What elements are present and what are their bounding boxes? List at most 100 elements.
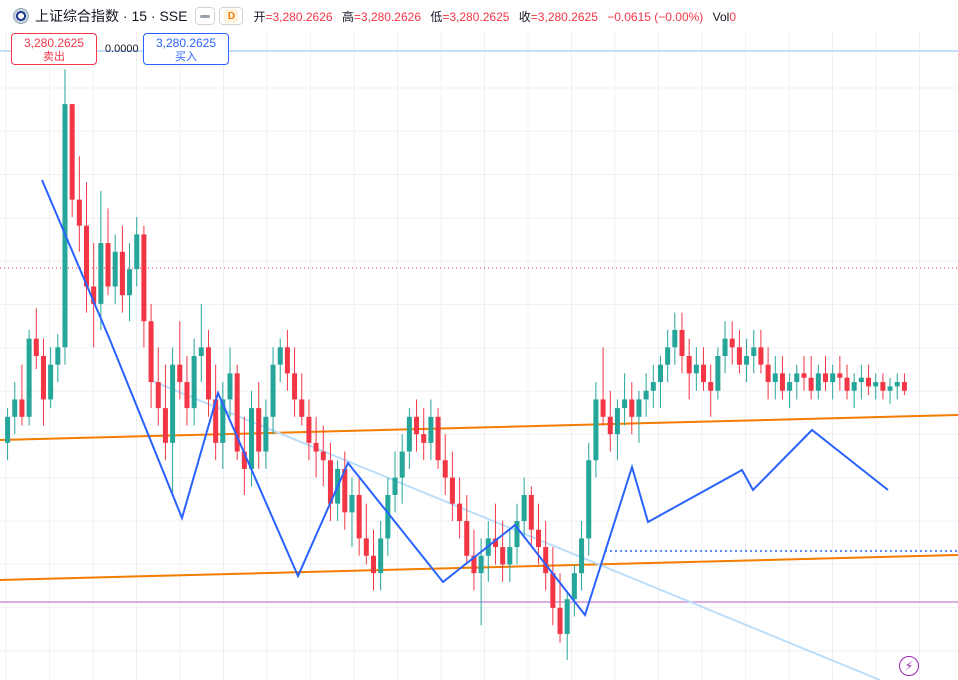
candle-body: [858, 377, 864, 383]
candle-body: [270, 364, 276, 417]
candle-body: [241, 451, 247, 469]
candle-body: [787, 382, 793, 391]
candle-body: [406, 416, 412, 452]
candle-body: [220, 399, 226, 443]
candle-body: [370, 555, 377, 574]
chart-header: 上证综合指数 · 15 · SSE D 开 =3,280.2626 高 =3,280…: [0, 0, 958, 32]
candle-body: [600, 399, 606, 417]
candle-body: [571, 573, 577, 600]
hide-toggle[interactable]: [195, 7, 216, 25]
candle-body: [535, 529, 542, 548]
candle-body: [148, 321, 154, 383]
candle-body: [55, 347, 61, 365]
candle-body: [256, 408, 262, 452]
candle-body: [901, 382, 907, 391]
candle-body: [586, 460, 592, 539]
lightning-icon[interactable]: ⚡: [899, 656, 919, 676]
candle-body: [442, 460, 448, 478]
buy-label: 买入: [175, 51, 197, 63]
candle-body: [292, 373, 298, 400]
candle-body: [392, 477, 398, 495]
candle-body: [105, 243, 111, 287]
candle-body: [550, 573, 556, 608]
candle-body: [98, 243, 104, 304]
candle-body: [822, 373, 829, 383]
candle-body: [40, 356, 46, 400]
volume-label: Vol: [712, 9, 730, 24]
candle-body: [170, 364, 176, 443]
candle-body: [701, 364, 707, 383]
candle-body: [815, 373, 821, 391]
candle-body: [284, 347, 290, 374]
candle-body: [191, 356, 197, 409]
candle-body: [672, 329, 678, 348]
close-value: =3,280.2625: [530, 9, 598, 24]
candle-body: [119, 251, 125, 296]
volume-value: 0: [729, 9, 737, 24]
candle-body: [213, 399, 219, 443]
candle-body: [306, 416, 312, 443]
candle-body: [48, 364, 54, 400]
candle-body: [715, 356, 721, 391]
delayed-badge-icon: D: [224, 9, 239, 23]
candle-body: [12, 399, 18, 417]
candle-body: [765, 364, 771, 383]
candle-body: [177, 364, 183, 383]
candle-body: [19, 399, 25, 417]
buy-button[interactable]: 3,280.2625 买入: [143, 33, 229, 65]
candle-body: [414, 416, 420, 435]
symbol-title[interactable]: 上证综合指数 · 15 · SSE: [35, 8, 188, 24]
candle-body: [399, 451, 405, 478]
high-value: =3,280.2626: [353, 9, 421, 24]
candle-body: [342, 468, 348, 513]
candle-body: [162, 408, 168, 443]
candle-body: [557, 607, 563, 634]
high-label: 高: [341, 9, 354, 24]
candle-body: [521, 494, 527, 522]
candle-body: [722, 338, 728, 356]
open-label: 开: [253, 9, 266, 24]
candle-body: [76, 199, 82, 226]
candle-body: [744, 356, 750, 365]
candle-body: [614, 408, 620, 435]
buy-price: 3,280.2625: [155, 36, 217, 50]
candle-body: [543, 547, 549, 574]
candle-body: [736, 347, 742, 365]
candle-body: [428, 416, 434, 443]
candle-body: [299, 399, 305, 417]
candle-body: [457, 503, 463, 522]
candle-body: [801, 373, 807, 378]
candle-body: [62, 104, 68, 348]
candle-body: [500, 547, 506, 565]
candle-body: [607, 416, 613, 435]
candle-body: [356, 494, 362, 539]
candle-body: [91, 286, 97, 304]
sse-logo-icon: [13, 8, 29, 24]
candle-body: [313, 442, 319, 452]
candle-body: [320, 451, 326, 461]
candle-body: [277, 347, 283, 365]
candle-body: [873, 382, 879, 387]
sell-button[interactable]: 3,280.2625 卖出: [11, 33, 97, 65]
candle-body: [686, 356, 692, 374]
candle-body: [593, 399, 599, 461]
candle-body: [184, 382, 190, 409]
sell-label: 卖出: [43, 51, 65, 63]
data-mode-badge[interactable]: D: [219, 7, 244, 25]
candle-body: [622, 399, 628, 409]
candle-body: [708, 382, 714, 391]
close-label: 收: [518, 9, 531, 24]
candle-body: [378, 538, 384, 574]
candle-body: [657, 364, 663, 383]
candle-body: [249, 408, 255, 469]
low-value: =3,280.2625: [442, 9, 510, 24]
candle-body: [141, 234, 147, 322]
candle-body: [887, 386, 893, 391]
candle-body: [564, 599, 570, 634]
candle-body: [155, 382, 161, 409]
candle-body: [492, 538, 498, 548]
candle-body: [33, 338, 39, 356]
sell-price: 3,280.2625: [23, 36, 85, 50]
